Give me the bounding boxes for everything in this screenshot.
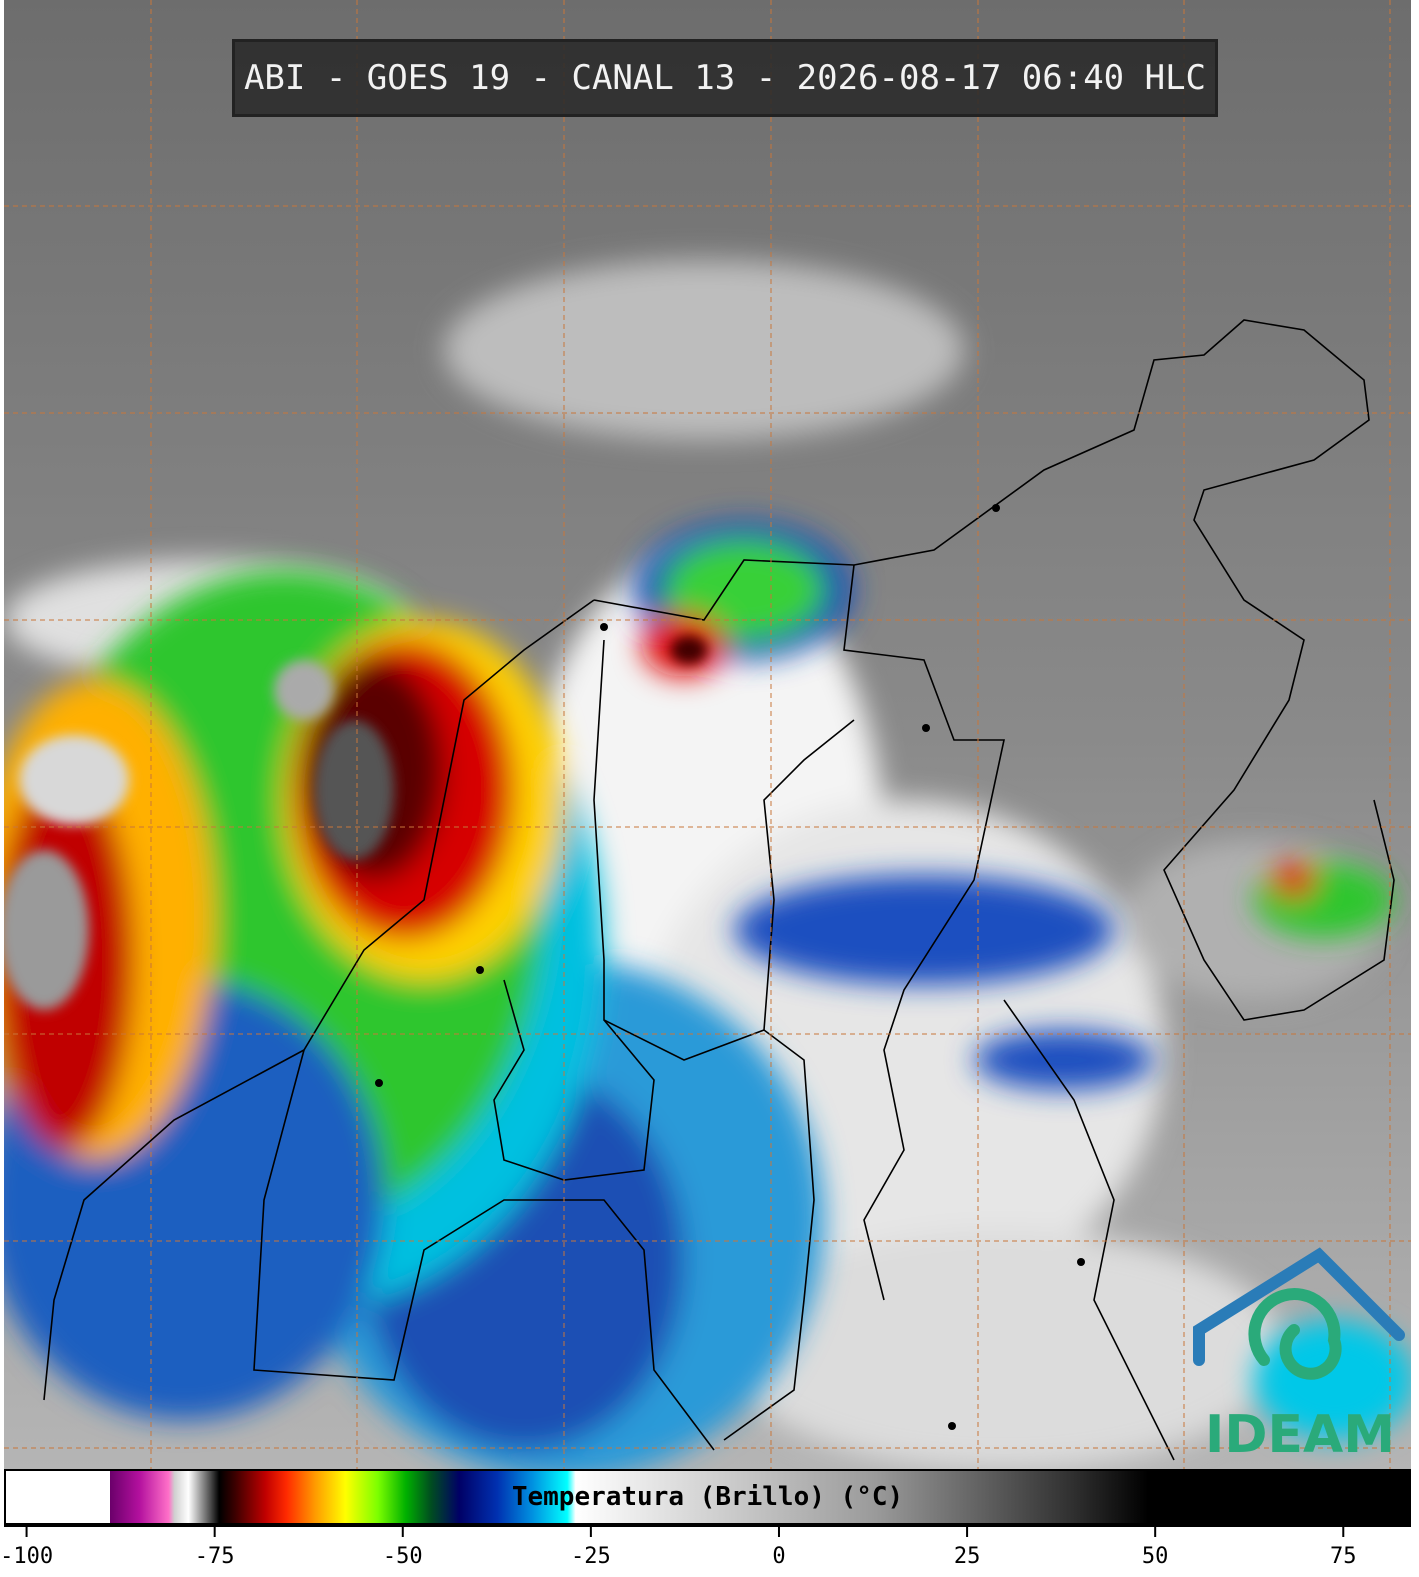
logo-text: IDEAM [1205,1405,1396,1465]
colorbar-label: Temperatura (Brillo) (°C) [511,1482,904,1512]
borders [43,319,1395,1461]
tick-label: -75 [195,1544,235,1569]
tick-label: -100 [0,1544,53,1569]
satellite-map [4,0,1411,1469]
colorbar-axis: -100 -75 -50 -25 0 25 50 75 [0,1525,1411,1569]
colorbar [4,1469,1411,1525]
tick-label: 25 [954,1544,981,1569]
cities [375,504,1085,1430]
tick-label: 0 [772,1544,785,1569]
map-title: ABI - GOES 19 - CANAL 13 - 2026-08-17 06… [232,39,1218,117]
graticule [4,0,1411,1469]
tick-label: -50 [383,1544,423,1569]
tick-label: -25 [571,1544,611,1569]
tick-label: 50 [1142,1544,1169,1569]
tick-label: 75 [1330,1544,1357,1569]
logo-mark [1193,1247,1405,1380]
overshooting-tops [4,636,707,1010]
